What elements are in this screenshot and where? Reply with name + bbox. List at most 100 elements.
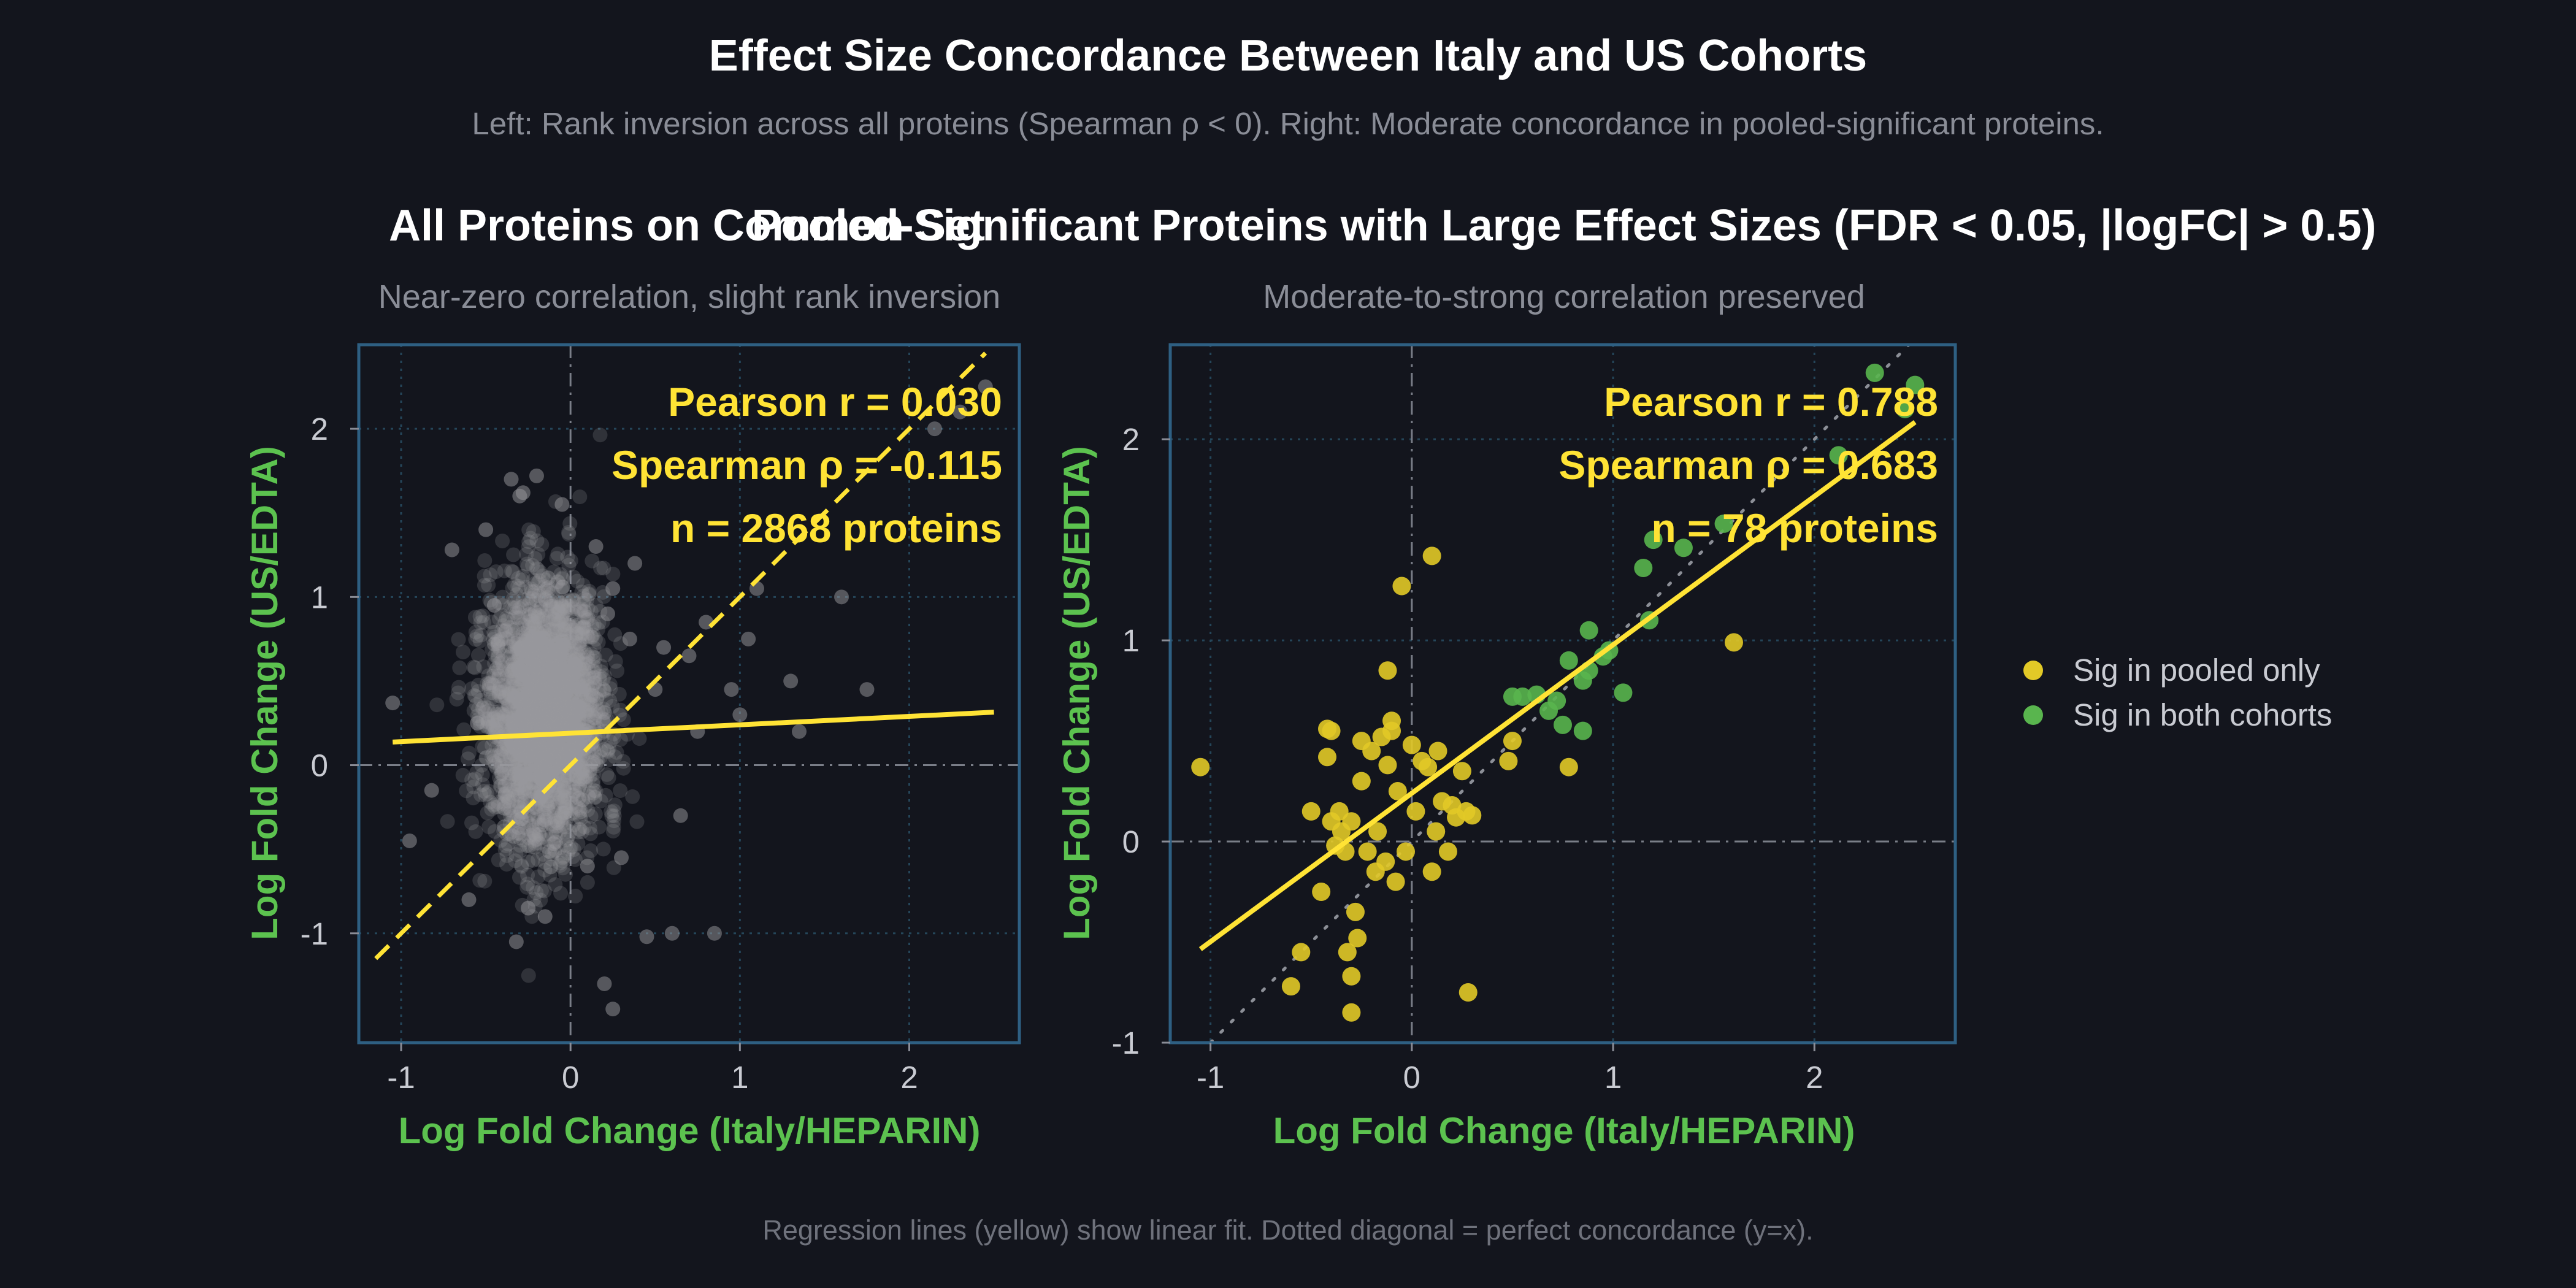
data-point (570, 737, 586, 753)
data-point (540, 793, 555, 808)
data-point (488, 564, 504, 580)
data-point (551, 715, 566, 730)
data-point (550, 818, 565, 834)
data-point (557, 759, 572, 775)
data-point (552, 654, 567, 670)
data-point (572, 677, 588, 692)
data-point (558, 616, 573, 632)
data-point (505, 661, 520, 677)
data-point (505, 645, 520, 660)
data-point (511, 661, 526, 676)
data-point (522, 687, 537, 702)
data-point (508, 679, 523, 694)
data-point (563, 733, 578, 748)
data-point (565, 646, 581, 662)
data-point (500, 632, 515, 647)
data-point (545, 751, 561, 767)
data-point (583, 707, 599, 723)
data-point (589, 691, 605, 707)
data-point (551, 795, 566, 810)
data-point (513, 702, 528, 717)
data-point (539, 628, 554, 643)
data-point (585, 553, 600, 569)
data-point (514, 811, 529, 827)
data-point (551, 708, 566, 723)
data-point (543, 681, 558, 697)
data-point (512, 640, 527, 656)
data-point (572, 714, 586, 729)
data-point (534, 670, 550, 685)
data-point (550, 691, 565, 707)
data-point (491, 648, 506, 664)
data-point (524, 585, 540, 599)
data-point (515, 705, 529, 720)
data-point (573, 705, 589, 721)
data-point (541, 700, 556, 716)
data-point (507, 767, 522, 782)
data-point (521, 681, 536, 696)
data-point (499, 683, 514, 698)
data-point (559, 802, 574, 818)
data-point (531, 611, 546, 626)
data-point (535, 688, 551, 703)
data-point (614, 850, 629, 865)
data-point (529, 742, 544, 757)
point-pooled-only (1463, 806, 1482, 825)
data-point (537, 760, 552, 775)
data-point (551, 736, 565, 751)
data-point (508, 763, 524, 778)
data-point (567, 658, 583, 673)
data-point (537, 646, 553, 662)
data-point (507, 810, 522, 825)
data-point (537, 697, 552, 712)
data-point (543, 762, 558, 778)
data-point (536, 649, 551, 664)
data-point (507, 684, 523, 699)
data-point (585, 618, 600, 634)
data-point (537, 707, 552, 723)
data-point (616, 712, 631, 727)
data-point (480, 786, 495, 801)
data-point (556, 819, 570, 834)
data-point (532, 694, 547, 710)
data-point (502, 650, 517, 665)
data-point (529, 623, 544, 638)
data-point (488, 707, 504, 722)
data-point (547, 638, 562, 654)
data-point (504, 735, 519, 751)
data-point (503, 599, 518, 615)
data-point (565, 700, 580, 715)
data-point (502, 748, 518, 764)
data-point (542, 749, 556, 764)
data-point (546, 718, 562, 734)
data-point (602, 693, 618, 708)
data-point (532, 739, 548, 754)
data-point (560, 680, 575, 695)
data-point (554, 811, 569, 826)
data-point (596, 672, 611, 687)
data-point (570, 696, 585, 710)
data-point (562, 742, 577, 757)
data-point (978, 379, 993, 394)
data-point (521, 597, 537, 612)
data-point (507, 657, 523, 672)
data-point (543, 749, 558, 765)
data-point (540, 756, 555, 772)
data-point (537, 657, 551, 673)
data-point (555, 662, 570, 678)
data-point (534, 621, 550, 637)
data-point (508, 641, 523, 656)
data-point (557, 673, 572, 688)
data-point (527, 836, 543, 851)
data-point (526, 672, 541, 688)
data-point (471, 648, 486, 663)
data-point (554, 685, 570, 700)
data-point (518, 640, 534, 654)
data-point (526, 685, 542, 700)
data-point (548, 701, 563, 716)
data-point (517, 713, 532, 727)
data-point (536, 620, 551, 635)
data-point (591, 615, 607, 631)
data-point (554, 675, 569, 691)
data-point (516, 784, 532, 800)
